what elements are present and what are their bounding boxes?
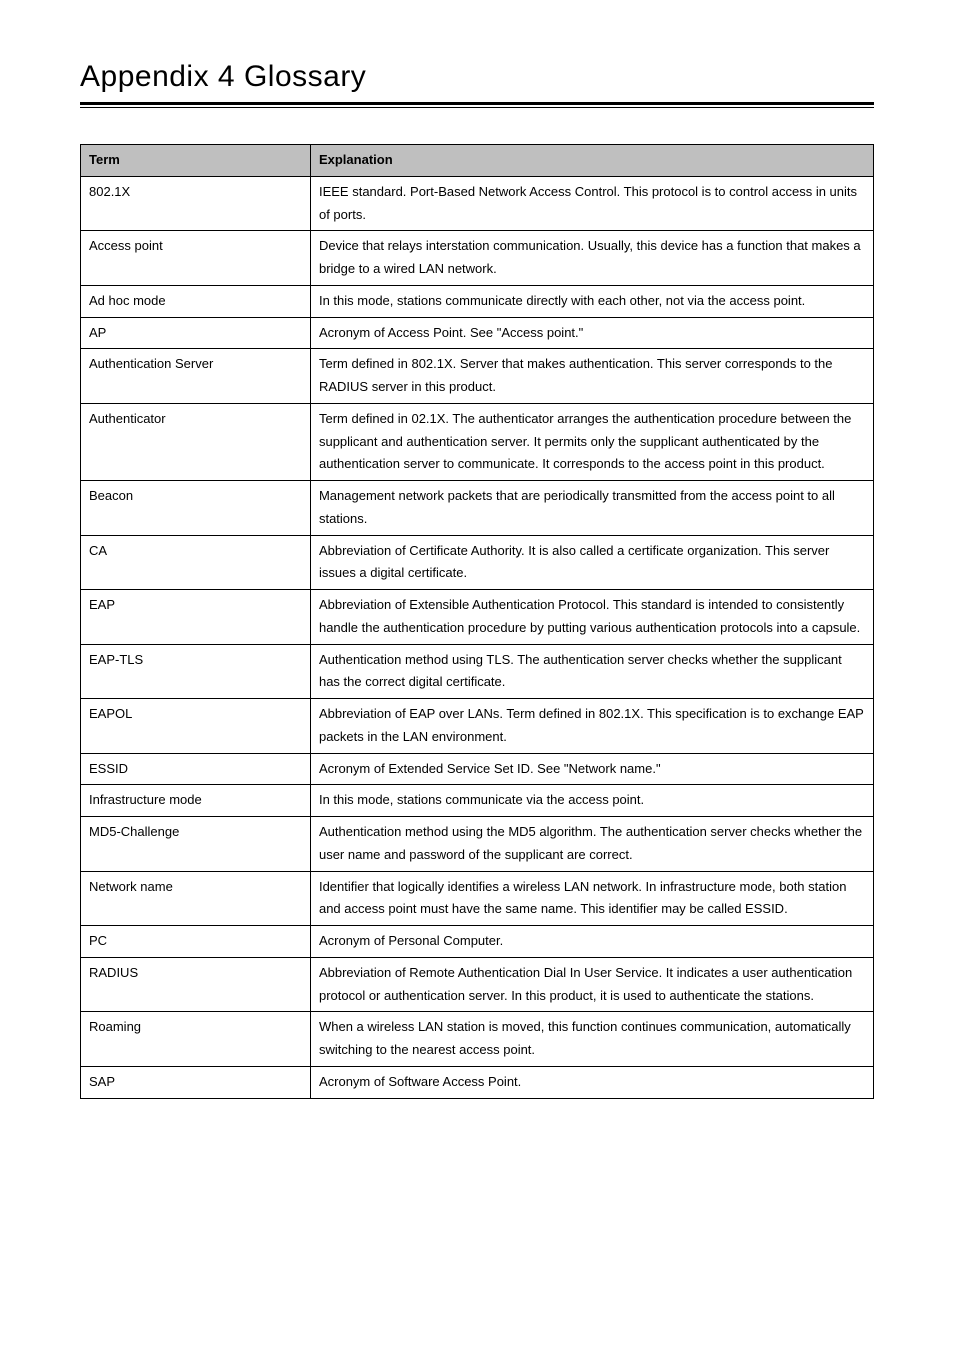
- cell-explanation: Acronym of Access Point. See "Access poi…: [310, 317, 873, 349]
- cell-explanation: Abbreviation of Extensible Authenticatio…: [310, 590, 873, 645]
- cell-term: Roaming: [81, 1012, 311, 1067]
- table-row: PCAcronym of Personal Computer.: [81, 926, 874, 958]
- cell-explanation: Acronym of Software Access Point.: [310, 1066, 873, 1098]
- cell-term: PC: [81, 926, 311, 958]
- cell-explanation: Acronym of Extended Service Set ID. See …: [310, 753, 873, 785]
- table-row: EAPOLAbbreviation of EAP over LANs. Term…: [81, 699, 874, 754]
- cell-term: Authenticator: [81, 403, 311, 480]
- glossary-table: Term Explanation 802.1XIEEE standard. Po…: [80, 144, 874, 1099]
- cell-term: EAPOL: [81, 699, 311, 754]
- cell-explanation: When a wireless LAN station is moved, th…: [310, 1012, 873, 1067]
- table-row: Access pointDevice that relays interstat…: [81, 231, 874, 286]
- table-row: MD5-ChallengeAuthentication method using…: [81, 817, 874, 872]
- cell-explanation: Acronym of Personal Computer.: [310, 926, 873, 958]
- cell-term: CA: [81, 535, 311, 590]
- table-row: CAAbbreviation of Certificate Authority.…: [81, 535, 874, 590]
- cell-term: ESSID: [81, 753, 311, 785]
- table-row: Network nameIdentifier that logically id…: [81, 871, 874, 926]
- cell-term: Access point: [81, 231, 311, 286]
- cell-term: EAP-TLS: [81, 644, 311, 699]
- header-term: Term: [81, 145, 311, 177]
- cell-term: Infrastructure mode: [81, 785, 311, 817]
- table-row: BeaconManagement network packets that ar…: [81, 481, 874, 536]
- cell-term: Authentication Server: [81, 349, 311, 404]
- table-row: RoamingWhen a wireless LAN station is mo…: [81, 1012, 874, 1067]
- cell-explanation: Abbreviation of Remote Authentication Di…: [310, 957, 873, 1012]
- cell-explanation: Identifier that logically identifies a w…: [310, 871, 873, 926]
- cell-term: 802.1X: [81, 176, 311, 231]
- table-row: APAcronym of Access Point. See "Access p…: [81, 317, 874, 349]
- table-row: Authentication ServerTerm defined in 802…: [81, 349, 874, 404]
- cell-explanation: IEEE standard. Port-Based Network Access…: [310, 176, 873, 231]
- cell-term: SAP: [81, 1066, 311, 1098]
- cell-explanation: In this mode, stations communicate direc…: [310, 285, 873, 317]
- cell-explanation: Device that relays interstation communic…: [310, 231, 873, 286]
- table-row: Ad hoc modeIn this mode, stations commun…: [81, 285, 874, 317]
- table-row: RADIUSAbbreviation of Remote Authenticat…: [81, 957, 874, 1012]
- cell-explanation: Abbreviation of Certificate Authority. I…: [310, 535, 873, 590]
- cell-term: Ad hoc mode: [81, 285, 311, 317]
- table-row: AuthenticatorTerm defined in 02.1X. The …: [81, 403, 874, 480]
- table-row: ESSIDAcronym of Extended Service Set ID.…: [81, 753, 874, 785]
- table-row: 802.1XIEEE standard. Port-Based Network …: [81, 176, 874, 231]
- cell-explanation: Authentication method using the MD5 algo…: [310, 817, 873, 872]
- cell-term: EAP: [81, 590, 311, 645]
- header-explanation: Explanation: [310, 145, 873, 177]
- cell-term: Beacon: [81, 481, 311, 536]
- table-row: Infrastructure modeIn this mode, station…: [81, 785, 874, 817]
- title-rule: [80, 102, 874, 108]
- cell-explanation: In this mode, stations communicate via t…: [310, 785, 873, 817]
- table-header-row: Term Explanation: [81, 145, 874, 177]
- table-row: EAP-TLSAuthentication method using TLS. …: [81, 644, 874, 699]
- page-title: Appendix 4 Glossary: [80, 60, 874, 94]
- cell-term: RADIUS: [81, 957, 311, 1012]
- cell-term: AP: [81, 317, 311, 349]
- cell-explanation: Management network packets that are peri…: [310, 481, 873, 536]
- cell-explanation: Authentication method using TLS. The aut…: [310, 644, 873, 699]
- cell-explanation: Term defined in 802.1X. Server that make…: [310, 349, 873, 404]
- cell-explanation: Term defined in 02.1X. The authenticator…: [310, 403, 873, 480]
- table-row: EAPAbbreviation of Extensible Authentica…: [81, 590, 874, 645]
- cell-term: Network name: [81, 871, 311, 926]
- cell-explanation: Abbreviation of EAP over LANs. Term defi…: [310, 699, 873, 754]
- cell-term: MD5-Challenge: [81, 817, 311, 872]
- table-row: SAPAcronym of Software Access Point.: [81, 1066, 874, 1098]
